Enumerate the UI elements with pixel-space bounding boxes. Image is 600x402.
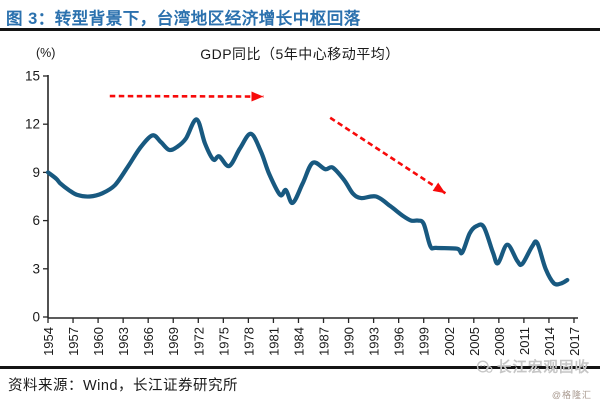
figure-title: 图 3：转型背景下，台湾地区经济增长中枢回落 [6,10,361,28]
x-tick-label: 1978 [241,327,256,356]
x-tick-label: 2008 [492,327,507,356]
x-tick-label: 1981 [266,327,281,356]
platform-badge: @格隆汇 [551,390,592,400]
y-tick-label: 6 [32,213,40,228]
x-tick-label: 1996 [392,327,407,356]
x-tick-label: 1972 [191,327,206,356]
y-tick-label: 9 [32,165,40,180]
x-tick-label: 1975 [216,327,231,356]
x-tick-label: 1963 [116,327,131,356]
watermark: 长江宏观固收 [476,356,590,377]
gdp-line [45,117,570,287]
source-note: 资料来源：Wind，长江证券研究所 [8,378,239,394]
y-tick-label: 0 [32,310,40,325]
watermark-text: 长江宏观固收 [497,360,590,376]
trend-arrow-down [329,116,447,195]
y-tick-label: 12 [25,117,40,132]
x-tick-label: 2014 [542,327,557,356]
x-tick-label: 1987 [317,327,332,356]
x-tick-label: 1990 [342,327,357,356]
x-tick-label: 1954 [41,327,56,356]
footer-divider [0,366,600,369]
x-tick-label: 1993 [367,327,382,356]
x-tick-label: 2002 [442,327,457,356]
y-tick-label: 3 [32,261,40,276]
y-axis-unit-label: (%) [36,46,56,60]
x-tick-label: 1957 [66,327,81,356]
x-tick-label: 1969 [166,327,181,356]
x-tick-label: 2011 [517,327,532,355]
header-divider [0,28,600,31]
x-tick-label: 1960 [91,327,106,356]
chart-title: GDP同比（5年中心移动平均） [200,46,400,62]
x-tick-label: 2005 [467,327,482,356]
y-tick-label: 15 [25,68,40,83]
x-tick-label: 1999 [417,327,432,356]
watermark-logo-icon [476,358,493,375]
x-tick-label: 2017 [567,327,582,356]
x-tick-label: 1966 [141,327,156,356]
x-tick-label: 1984 [291,327,306,356]
